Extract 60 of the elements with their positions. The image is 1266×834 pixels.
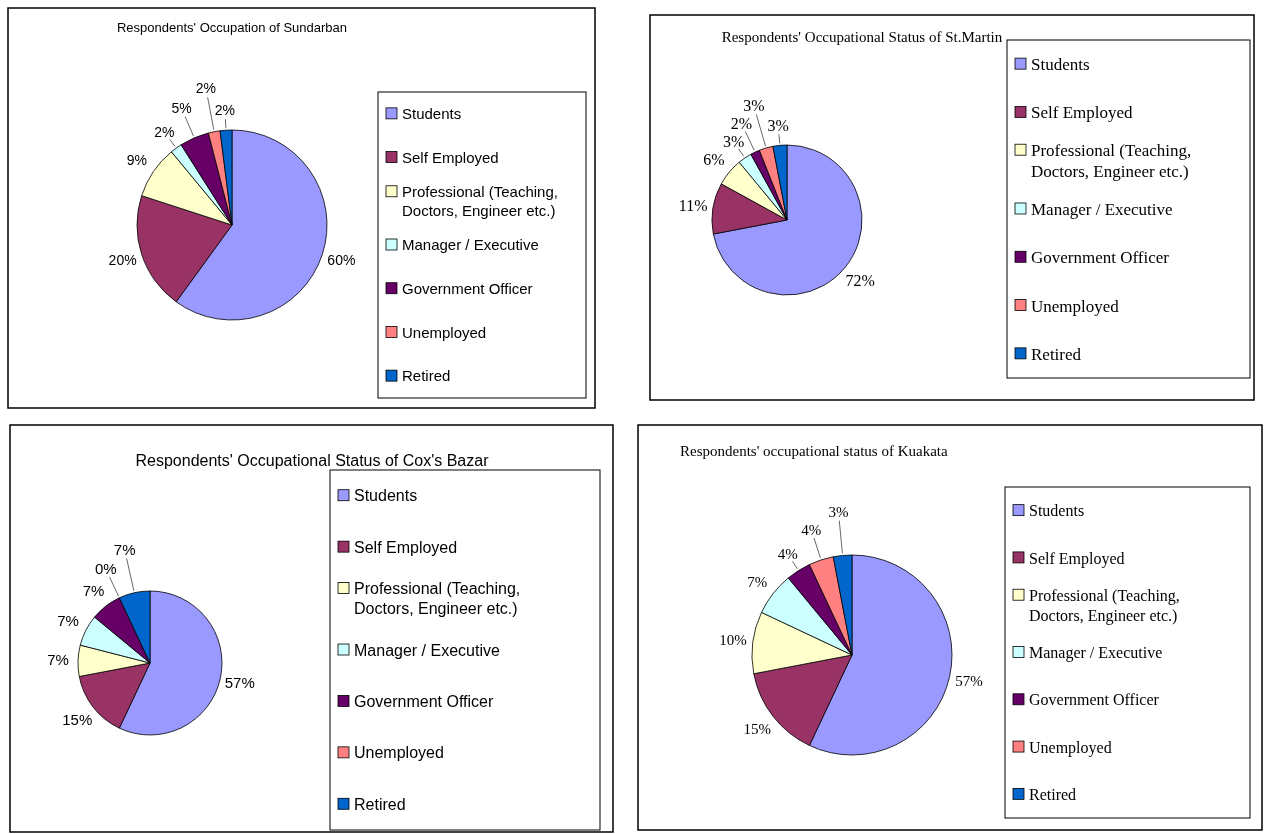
data-label: 3%: [828, 503, 849, 520]
legend-label: Students: [354, 487, 418, 505]
legend-label: Retired: [402, 367, 451, 385]
legend-label: Professional (Teaching, Doctors, Engineer etc.): [1031, 141, 1192, 182]
legend-label: Manager / Executive: [354, 641, 500, 659]
legend-label: Government Officer: [1029, 691, 1160, 709]
legend-label: Unemployed: [1029, 738, 1112, 757]
data-label: 2%: [154, 123, 175, 140]
text: Respondents' Occupational Status of Cox's Bazar: [135, 452, 490, 469]
data-label: 6%: [703, 151, 725, 169]
legend-label: Professional (Teaching, Doctors, Engineer etc.): [402, 183, 558, 220]
legend-label: Retired: [1029, 785, 1077, 803]
text: Respondents' Occupational Status of St.Martin: [721, 29, 1003, 45]
legend-label: Unemployed: [354, 744, 444, 762]
data-label: 72%: [845, 272, 875, 290]
legend-label: Self Employed: [402, 148, 499, 166]
data-label: 10%: [719, 632, 747, 649]
data-label: 2%: [195, 80, 217, 97]
data-label: 7%: [57, 612, 79, 630]
legend-label: Retired: [354, 795, 406, 813]
legend-label: Students: [1031, 55, 1090, 75]
legend-label: Government Officer: [354, 693, 494, 711]
data-label: 57%: [955, 673, 983, 690]
data-label: 15%: [62, 710, 93, 728]
legend-label: Manager / Executive: [1031, 199, 1173, 219]
text: 0%: [94, 560, 117, 578]
data-label: 4%: [777, 545, 798, 562]
legend-label: Unemployed: [1031, 296, 1120, 316]
data-label: 4%: [801, 521, 822, 538]
data-label: 5%: [171, 100, 192, 117]
data-label: 60%: [327, 252, 356, 269]
legend-label: Self Employed: [1031, 103, 1134, 123]
data-label: 3%: [767, 117, 789, 135]
data-label: 11%: [678, 196, 708, 214]
data-label: 3%: [743, 97, 765, 115]
legend-label: Government Officer: [402, 279, 533, 297]
legend-label: Manager / Executive: [1029, 644, 1163, 663]
data-label: 7%: [747, 573, 768, 590]
legend-label: Professional (Teaching, Doctors, Engineer etc.): [1029, 586, 1180, 625]
legend-label: Professional (Teaching, Doctors, Engineer etc.): [354, 580, 521, 618]
data-label: 7%: [113, 541, 136, 559]
data-label: 57%: [224, 674, 255, 692]
data-label: 2%: [214, 102, 235, 119]
text: Respondents' Occupation of Sundarban: [116, 20, 348, 35]
data-label: 7%: [47, 651, 69, 669]
data-label: 3%: [722, 133, 745, 151]
chart-title: Respondents' occupational status of Kuakata: [680, 443, 948, 459]
data-label: 20%: [108, 252, 137, 269]
data-label: 2%: [730, 114, 753, 132]
legend-label: Self Employed: [1029, 549, 1125, 568]
data-label: 7%: [82, 581, 105, 599]
data-label: 9%: [126, 152, 147, 169]
legend-label: Retired: [1031, 344, 1082, 364]
legend-label: Students: [1029, 502, 1085, 520]
legend-label: Students: [402, 105, 462, 123]
data-label: 15%: [743, 720, 771, 737]
legend-label: Government Officer: [1031, 248, 1170, 268]
legend-label: Unemployed: [402, 323, 487, 341]
legend-label: Self Employed: [354, 538, 458, 556]
legend-label: Manager / Executive: [402, 236, 539, 254]
